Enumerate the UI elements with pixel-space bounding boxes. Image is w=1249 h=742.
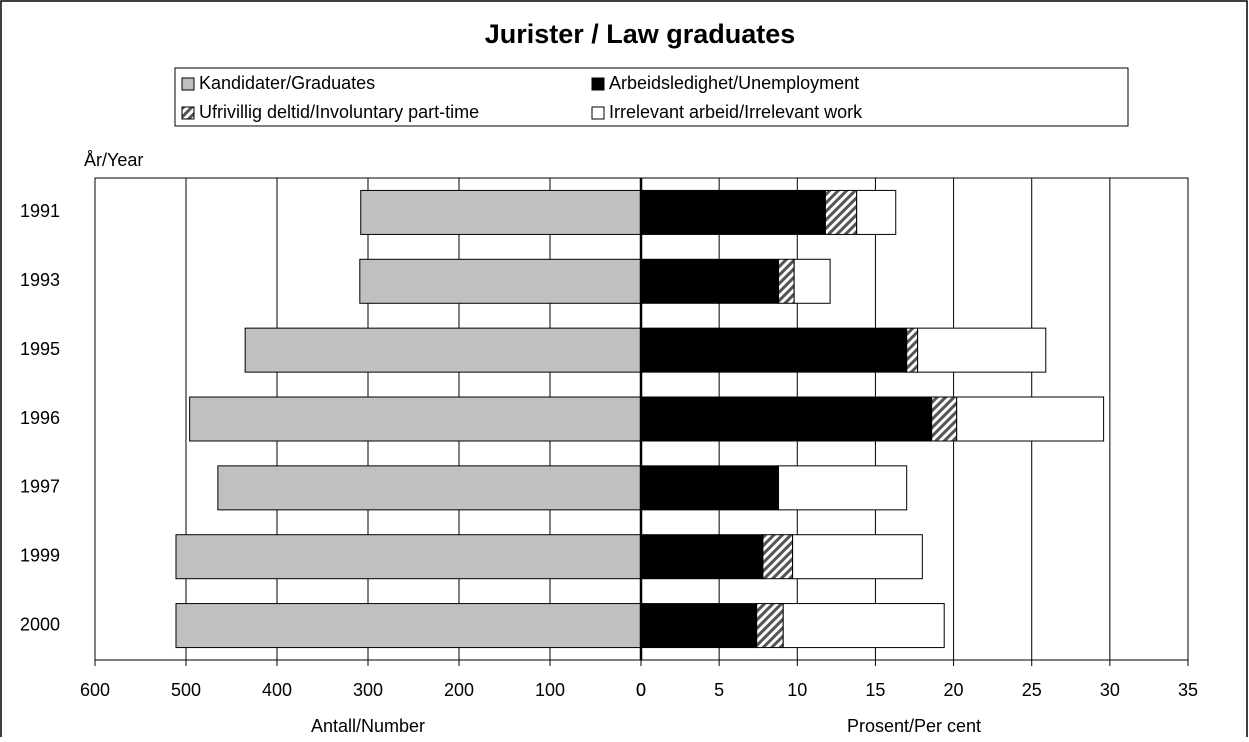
legend-swatch xyxy=(591,106,605,120)
x2-tick-label: 35 xyxy=(1178,680,1198,700)
bar-segment xyxy=(778,258,795,304)
x2-tick-label: 30 xyxy=(1100,680,1120,700)
bar-segment xyxy=(792,534,923,580)
x-tick-label: 500 xyxy=(171,680,201,700)
bar-segment xyxy=(793,258,831,304)
bar xyxy=(359,258,642,304)
bar xyxy=(175,534,642,580)
x2-tick-label: 5 xyxy=(714,680,724,700)
x2-tick-label: 15 xyxy=(865,680,885,700)
y-tick-label: 1997 xyxy=(20,477,60,497)
bar-segment xyxy=(824,189,858,235)
legend-swatch xyxy=(181,77,195,91)
legend-label: Ufrivillig deltid/Involuntary part-time xyxy=(199,102,479,122)
x-tick-label: 600 xyxy=(80,680,110,700)
bar-segment xyxy=(640,603,758,649)
y-tick-label: 1991 xyxy=(20,201,60,221)
x2-tick-label: 25 xyxy=(1022,680,1042,700)
x-tick-label: 100 xyxy=(535,680,565,700)
x2-tick-label: 10 xyxy=(787,680,807,700)
bar xyxy=(189,396,642,442)
legend-label: Arbeidsledighet/Unemployment xyxy=(609,73,859,93)
legend xyxy=(174,67,1129,127)
bar xyxy=(175,603,642,649)
bar-segment xyxy=(931,396,958,442)
bar-segment xyxy=(640,189,826,235)
bar xyxy=(360,189,642,235)
bar-segment xyxy=(782,603,945,649)
y-tick-label: 2000 xyxy=(20,614,60,634)
y-tick-label: 1996 xyxy=(20,408,60,428)
bar-segment xyxy=(917,327,1047,373)
bar-segment xyxy=(906,327,919,373)
bar-segment xyxy=(762,534,794,580)
y-tick-label: 1999 xyxy=(20,545,60,565)
bar-segment xyxy=(640,396,933,442)
bar-segment xyxy=(640,258,780,304)
x2-tick-label: 0 xyxy=(636,680,646,700)
y-tick-label: 1993 xyxy=(20,270,60,290)
x-tick-label: 0 xyxy=(636,680,646,700)
bar-segment xyxy=(956,396,1105,442)
x2-tick-label: 20 xyxy=(944,680,964,700)
chart-title: Jurister / Law graduates xyxy=(485,19,796,49)
x2-axis-label: Prosent/Per cent xyxy=(847,716,981,736)
bar-segment xyxy=(640,327,908,373)
bar-segment xyxy=(640,465,780,511)
bar-segment xyxy=(756,603,784,649)
legend-swatch xyxy=(181,106,195,120)
legend-label: Irrelevant arbeid/Irrelevant work xyxy=(609,102,863,122)
y-tick-label: 1995 xyxy=(20,339,60,359)
x-tick-label: 200 xyxy=(444,680,474,700)
y-axis-label: År/Year xyxy=(84,150,143,170)
legend-label: Kandidater/Graduates xyxy=(199,73,375,93)
bar xyxy=(217,465,642,511)
bar-segment xyxy=(856,189,897,235)
x-tick-label: 300 xyxy=(353,680,383,700)
x-tick-label: 400 xyxy=(262,680,292,700)
bar xyxy=(244,327,642,373)
x-axis-label: Antall/Number xyxy=(311,716,425,736)
bar-segment xyxy=(778,465,908,511)
legend-swatch xyxy=(591,77,605,91)
bar-segment xyxy=(640,534,764,580)
